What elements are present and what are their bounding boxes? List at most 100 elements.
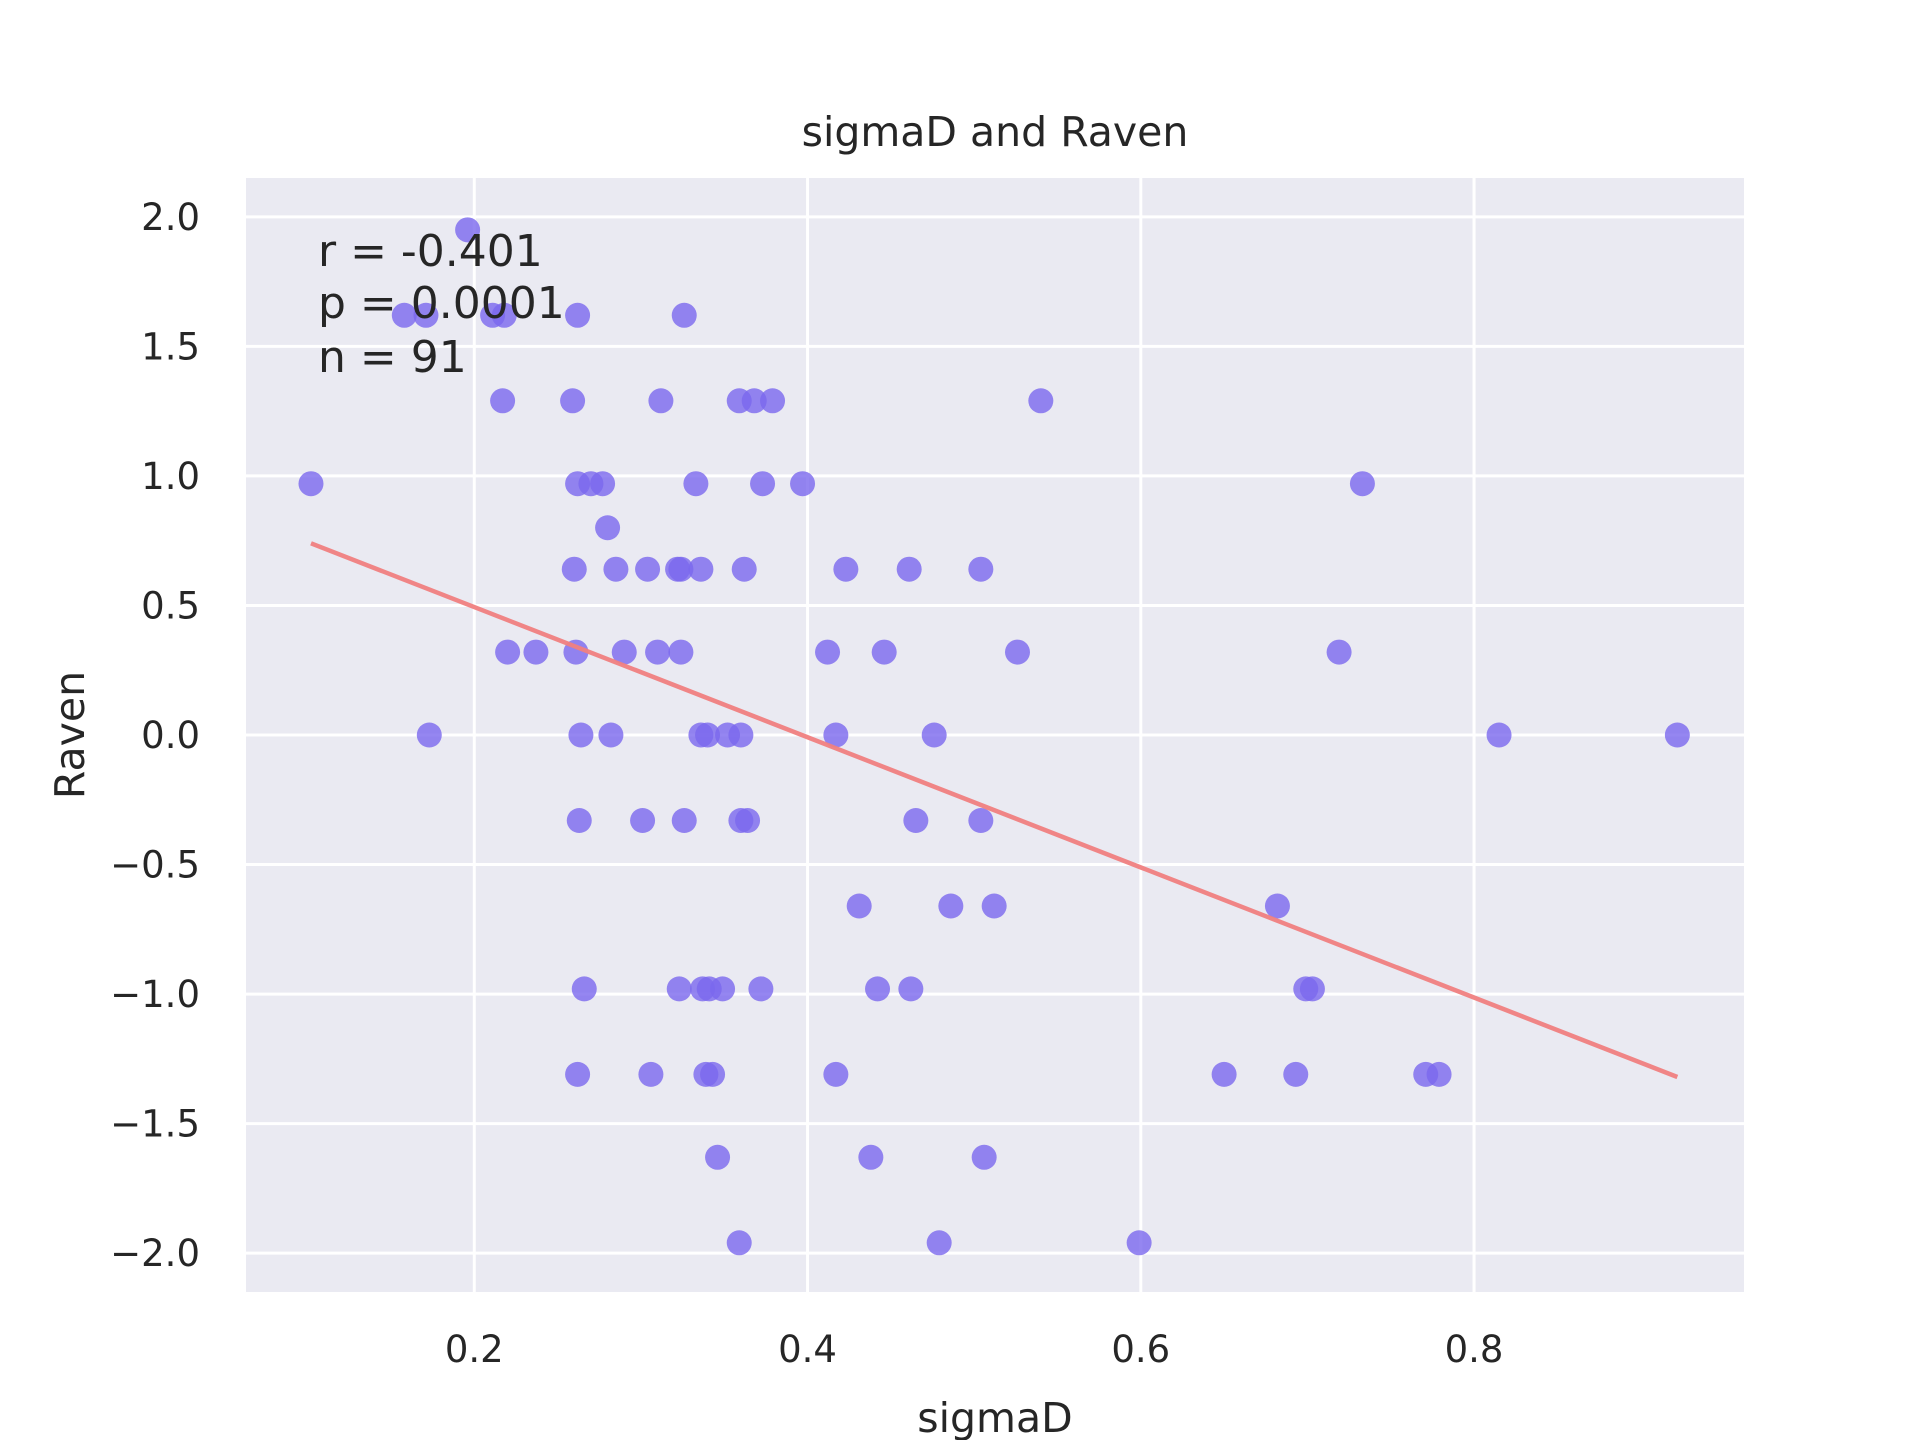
data-point <box>413 302 439 328</box>
data-point <box>750 471 776 497</box>
data-point <box>705 1144 731 1170</box>
x-tick-label: 0.8 <box>1445 1328 1504 1371</box>
x-axis-label: sigmaD <box>917 1394 1072 1440</box>
data-point <box>728 722 754 748</box>
data-point <box>1211 1061 1237 1087</box>
data-point <box>668 556 694 582</box>
y-axis-label: Raven <box>46 671 94 799</box>
data-point <box>1664 722 1690 748</box>
stat-p: p = 0.0001 <box>318 278 565 329</box>
data-point <box>491 302 517 328</box>
grid-lines <box>246 178 1744 1292</box>
data-point <box>968 556 994 582</box>
data-point <box>921 722 947 748</box>
data-point <box>846 893 872 919</box>
data-points <box>298 217 1690 1256</box>
data-point <box>926 1230 952 1256</box>
y-tick-label: −1.0 <box>110 973 200 1016</box>
data-point <box>598 722 624 748</box>
data-point <box>560 388 586 414</box>
data-point <box>726 1230 752 1256</box>
data-point <box>833 556 859 582</box>
data-point <box>1299 976 1325 1002</box>
data-point <box>710 976 736 1002</box>
data-point <box>648 388 674 414</box>
data-point <box>903 807 929 833</box>
y-tick-label: 1.5 <box>141 325 200 368</box>
data-point <box>566 807 592 833</box>
data-point <box>645 639 671 665</box>
regression-line-group <box>310 541 1679 1080</box>
data-point <box>741 388 767 414</box>
stat-n: n = 91 <box>318 332 467 383</box>
data-point <box>981 893 1007 919</box>
data-point <box>748 976 774 1002</box>
data-point <box>638 1061 664 1087</box>
data-point <box>565 302 591 328</box>
data-point <box>568 722 594 748</box>
y-tick-labels: 2.0 1.5 1.0 0.5 0.0 −0.5 −1.0 −1.5 −2.0 <box>110 196 200 1275</box>
data-point <box>1126 1230 1152 1256</box>
data-point <box>635 556 661 582</box>
data-point <box>815 639 841 665</box>
data-point <box>790 471 816 497</box>
data-point <box>695 722 721 748</box>
data-point <box>971 1144 997 1170</box>
data-point <box>298 471 324 497</box>
data-point <box>760 388 786 414</box>
stat-r: r = -0.401 <box>318 226 543 277</box>
data-point <box>611 639 637 665</box>
data-point <box>455 217 481 243</box>
x-tick-label: 0.6 <box>1111 1328 1170 1371</box>
data-point <box>416 722 442 748</box>
y-tick-label: −0.5 <box>110 844 200 887</box>
data-point <box>896 556 922 582</box>
data-point <box>671 807 697 833</box>
data-point <box>683 471 709 497</box>
data-point <box>688 556 714 582</box>
data-point <box>565 1061 591 1087</box>
data-point <box>865 976 891 1002</box>
x-tick-labels: 0.2 0.4 0.6 0.8 <box>445 1328 1504 1371</box>
data-point <box>523 639 549 665</box>
data-point <box>561 556 587 582</box>
data-point <box>495 639 521 665</box>
data-point <box>666 976 692 1002</box>
data-point <box>630 807 656 833</box>
data-point <box>590 471 616 497</box>
data-point <box>968 807 994 833</box>
data-point <box>735 807 761 833</box>
x-tick-label: 0.2 <box>445 1328 504 1371</box>
data-point <box>1326 639 1352 665</box>
data-point <box>700 1061 726 1087</box>
data-point <box>1264 893 1290 919</box>
data-point <box>490 388 516 414</box>
data-point <box>603 556 629 582</box>
data-point <box>595 515 621 541</box>
data-point <box>1349 471 1375 497</box>
chart-title: sigmaD and Raven <box>802 108 1189 156</box>
x-tick-label: 0.4 <box>778 1328 837 1371</box>
data-point <box>871 639 897 665</box>
data-point <box>671 302 697 328</box>
y-tick-label: −2.0 <box>110 1232 200 1275</box>
regression-line <box>310 541 1679 1080</box>
data-point <box>898 976 924 1002</box>
y-tick-label: 2.0 <box>141 196 200 239</box>
y-tick-label: 0.0 <box>141 714 200 757</box>
data-point <box>823 1061 849 1087</box>
y-tick-label: 1.0 <box>141 455 200 498</box>
data-point <box>668 639 694 665</box>
data-point <box>858 1144 884 1170</box>
y-tick-label: −1.5 <box>110 1103 200 1146</box>
data-point <box>1486 722 1512 748</box>
data-point <box>1283 1061 1309 1087</box>
data-point <box>1426 1061 1452 1087</box>
data-point <box>391 302 417 328</box>
data-point <box>731 556 757 582</box>
data-point <box>823 722 849 748</box>
data-point <box>1004 639 1030 665</box>
data-point <box>1028 388 1054 414</box>
data-point <box>938 893 964 919</box>
